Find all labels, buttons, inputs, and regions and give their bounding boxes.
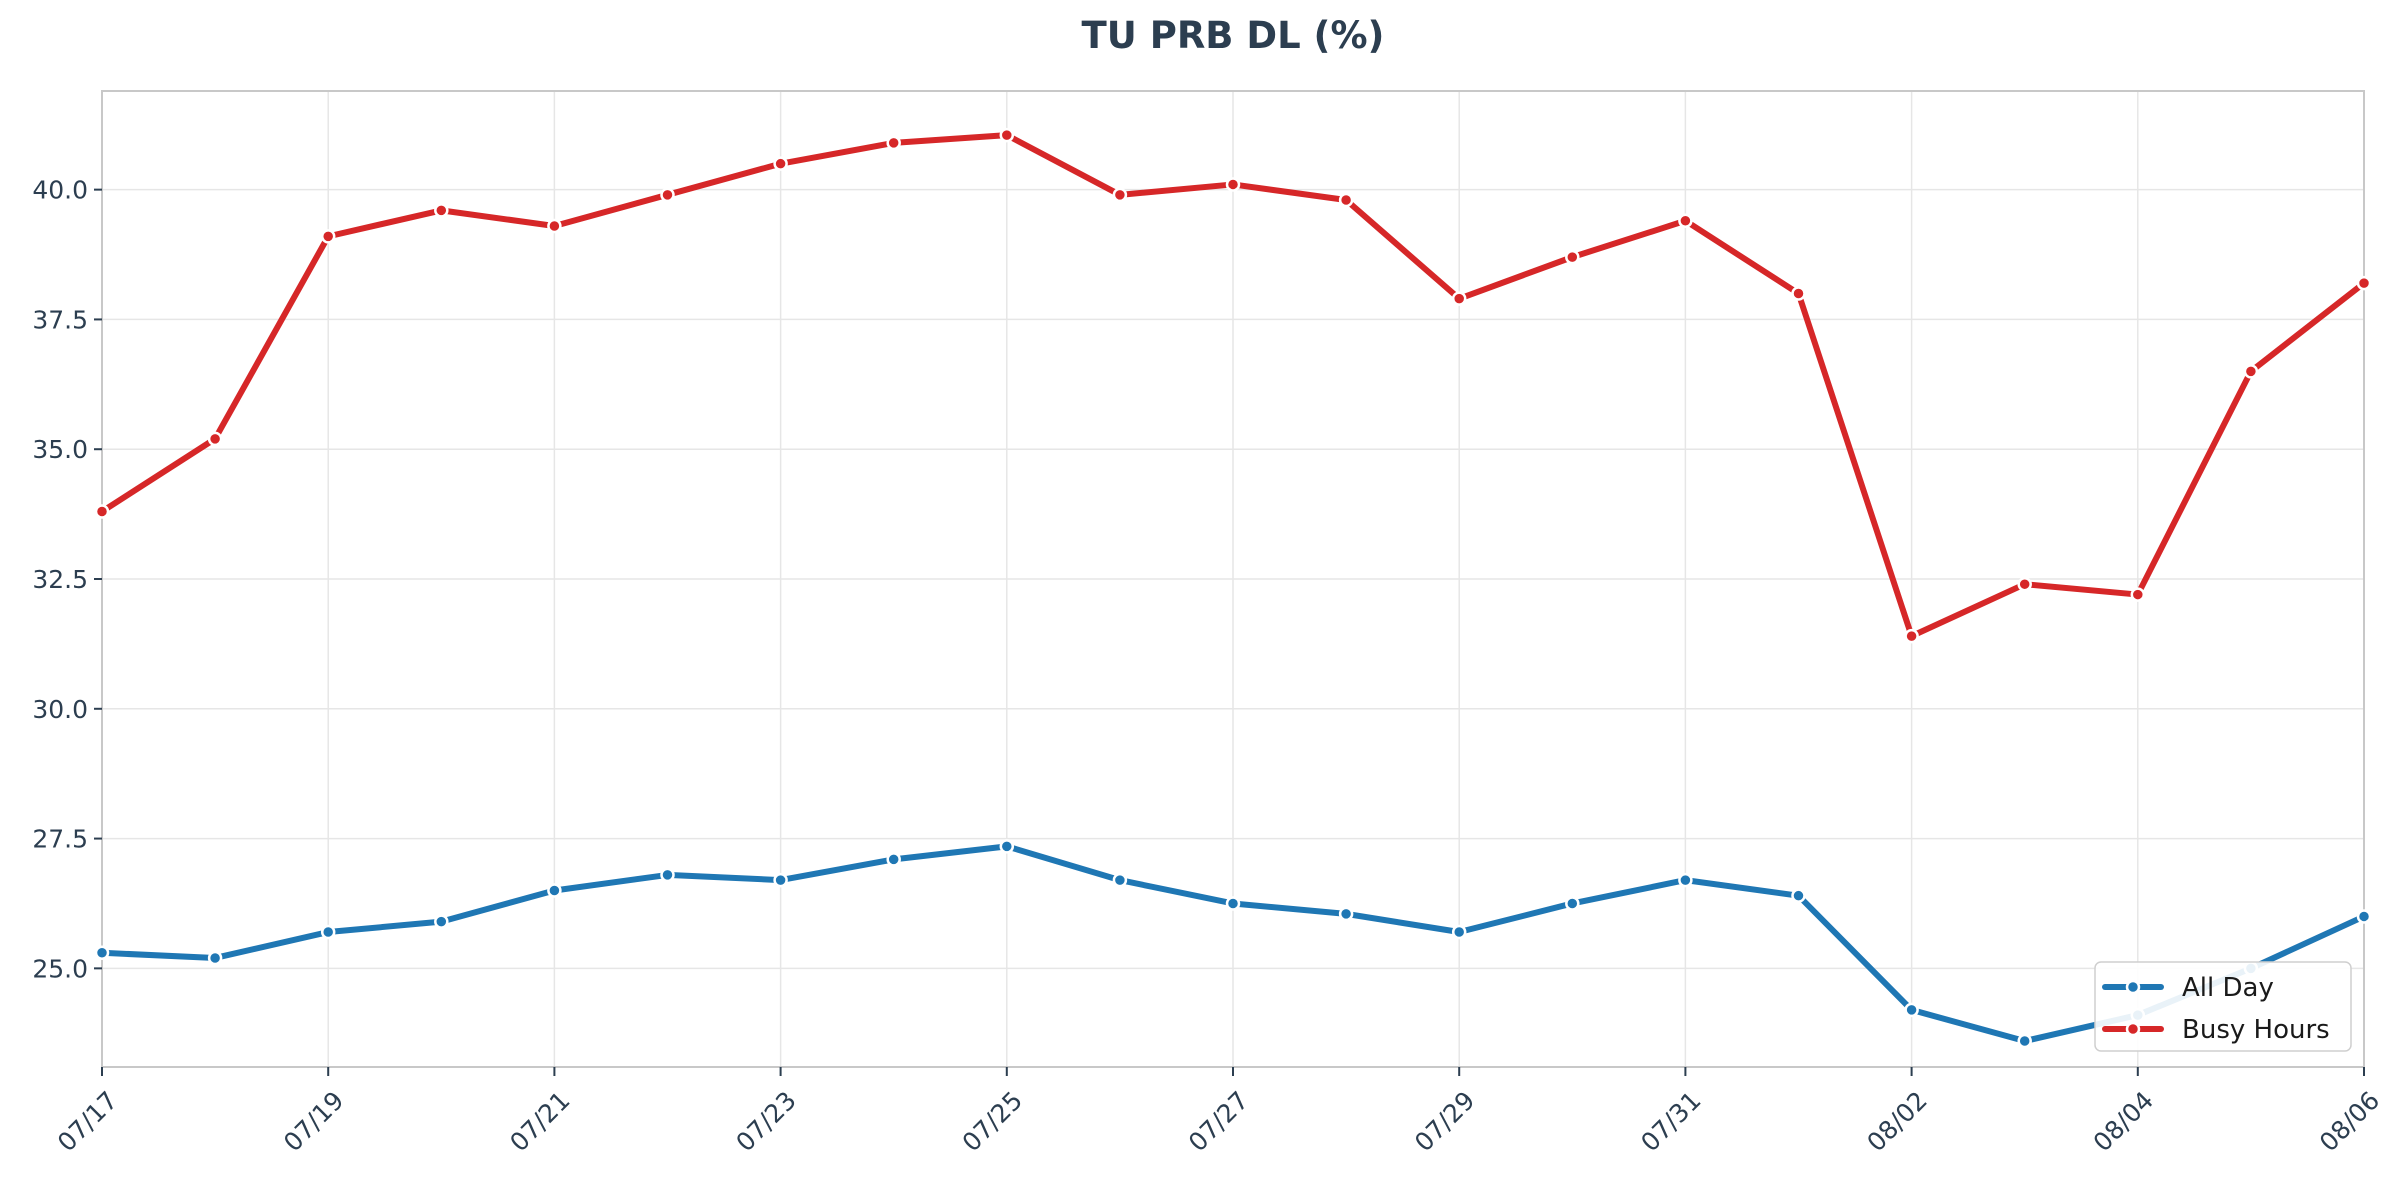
data-point	[660, 187, 675, 203]
legend-item: Busy Hours	[2102, 1015, 2330, 1045]
x-tick-label: 08/04	[2088, 1086, 2159, 1157]
y-tick-label: 35.0	[32, 435, 88, 464]
data-point	[207, 950, 223, 966]
data-point	[1451, 291, 1467, 306]
y-tick-label: 25.0	[32, 954, 88, 983]
data-point	[1112, 872, 1128, 888]
data-point	[660, 867, 675, 883]
data-point	[434, 203, 449, 218]
data-point	[886, 135, 901, 151]
data-point	[1678, 213, 1693, 229]
data-point	[999, 839, 1015, 854]
legend-marker	[2125, 1021, 2141, 1037]
chart-title: TU PRB DL (%)	[1082, 14, 1385, 57]
data-point	[1451, 924, 1467, 940]
data-point	[1225, 896, 1241, 911]
legend-label: Busy Hours	[2182, 1015, 2330, 1045]
legend-marker	[2125, 979, 2141, 995]
data-point	[94, 945, 110, 961]
data-point	[1678, 872, 1693, 888]
x-tick-label: 07/27	[1183, 1086, 1254, 1157]
x-tick-label: 07/19	[278, 1086, 349, 1157]
data-point	[2243, 364, 2259, 379]
data-point	[207, 431, 223, 447]
data-point	[547, 883, 562, 898]
data-point	[1791, 888, 1806, 903]
data-point	[773, 872, 788, 888]
x-tick-label: 07/23	[730, 1086, 801, 1157]
data-point	[1904, 1002, 1919, 1018]
data-point	[1565, 249, 1580, 265]
data-point	[94, 504, 110, 519]
data-point	[547, 218, 562, 234]
data-point	[2356, 909, 2372, 924]
data-point	[1791, 286, 1806, 301]
data-point	[1565, 896, 1580, 911]
data-point	[320, 229, 336, 244]
data-point	[1225, 177, 1241, 192]
x-tick-label: 07/25	[957, 1086, 1028, 1157]
data-point	[434, 914, 449, 929]
y-tick-label: 40.0	[32, 176, 88, 205]
x-tick-label: 07/31	[1635, 1086, 1706, 1157]
data-point	[2017, 1033, 2032, 1049]
legend-label: All Day	[2182, 973, 2274, 1003]
data-point	[999, 127, 1015, 143]
data-point	[1338, 906, 1354, 922]
data-point	[2130, 587, 2146, 602]
x-tick-label: 07/17	[52, 1086, 123, 1157]
y-tick-label: 32.5	[32, 565, 88, 594]
data-point	[320, 924, 336, 940]
y-tick-label: 37.5	[32, 305, 88, 334]
x-tick-label: 07/21	[504, 1086, 575, 1157]
x-tick-label: 08/02	[1861, 1086, 1932, 1157]
data-point	[1338, 192, 1354, 208]
x-tick-label: 07/29	[1409, 1086, 1480, 1157]
data-point	[886, 852, 901, 867]
legend: All Day Busy Hours	[2094, 961, 2352, 1052]
data-point	[2017, 576, 2032, 592]
y-axis: 25.0 27.5 30.0 32.5 35.0 37.5 40.0	[32, 176, 102, 983]
data-point	[1112, 187, 1128, 203]
y-tick-label: 27.5	[32, 825, 88, 854]
series-group	[94, 127, 2372, 1049]
data-point	[773, 156, 788, 171]
series-busy-hours	[94, 127, 2372, 644]
legend-item: All Day	[2102, 973, 2274, 1003]
x-axis: 07/17 07/19 07/21 07/23 07/25 07/27 07/29 07/31…	[52, 1067, 2385, 1157]
data-point	[2356, 275, 2372, 291]
y-tick-label: 30.0	[32, 695, 88, 724]
data-point	[1904, 628, 1919, 644]
x-tick-label: 08/06	[2314, 1086, 2385, 1157]
